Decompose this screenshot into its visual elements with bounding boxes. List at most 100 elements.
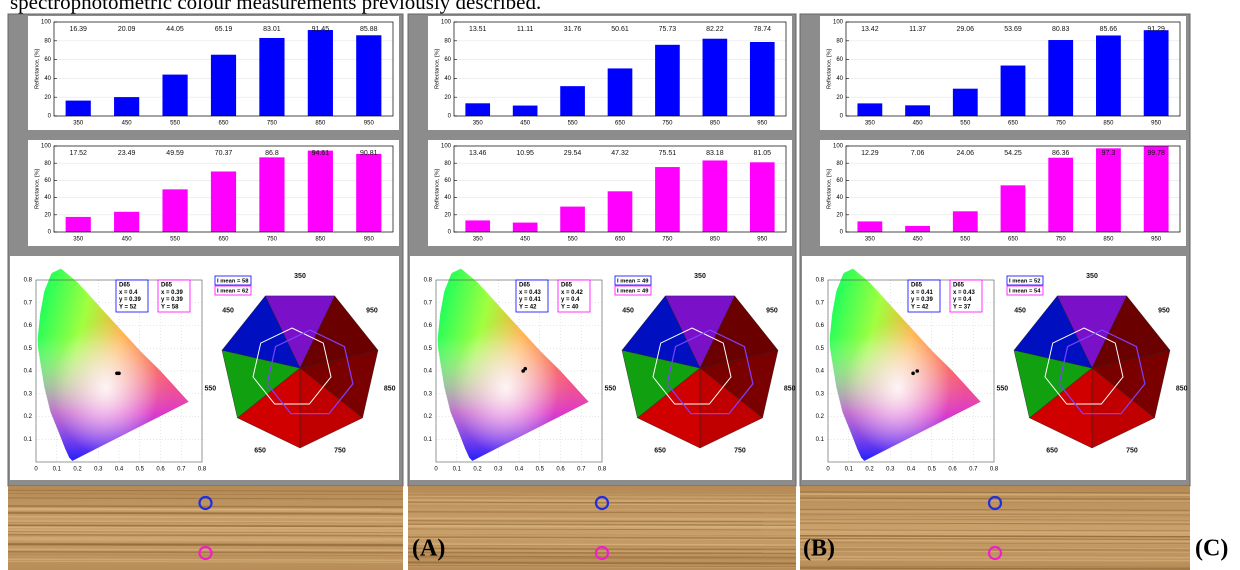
value-label: 31.76 (564, 26, 582, 33)
y-tick-label: 0.5 (24, 346, 33, 352)
value-label: 86.36 (1052, 150, 1070, 157)
wood-grain (8, 506, 403, 507)
x-tick-label: 0.8 (198, 467, 207, 473)
value-label: 11.11 (517, 26, 534, 33)
bar (162, 189, 187, 232)
value-label: 80.83 (1052, 26, 1070, 33)
bar (356, 154, 381, 232)
value-label: 83.01 (263, 26, 281, 33)
x-tick-label: 450 (122, 121, 133, 127)
value-label: 24.06 (957, 150, 975, 157)
bar (1096, 148, 1121, 232)
value-label: 7.06 (911, 150, 925, 157)
wheel-label: 850 (1176, 385, 1188, 392)
x-tick-label: 550 (960, 237, 971, 243)
value-label: 10.95 (516, 150, 534, 157)
x-tick-label: 0.2 (73, 467, 82, 473)
y-tick-label: 0.3 (424, 391, 433, 397)
wood-grain (800, 501, 1190, 502)
annotation-text: D65 (119, 283, 131, 289)
x-tick-label: 950 (757, 121, 768, 127)
x-tick-label: 0.5 (928, 467, 937, 473)
x-tick-label: 450 (520, 121, 531, 127)
annotation-text: Y = 42 (519, 304, 537, 310)
y-tick-label: 60 (444, 178, 451, 184)
x-tick-label: 850 (315, 121, 326, 127)
bar (750, 162, 775, 232)
y-tick-label: 100 (41, 20, 52, 26)
y-axis-label: Reflectance, [%] (434, 49, 440, 90)
bar (513, 106, 538, 116)
value-label: 44.05 (166, 26, 184, 33)
x-tick-label: 450 (122, 237, 133, 243)
wood-grain (408, 524, 796, 525)
bar (608, 191, 633, 232)
y-tick-label: 100 (41, 144, 52, 150)
x-tick-label: 0.2 (865, 467, 874, 473)
chromaticity-point (521, 369, 525, 373)
y-axis-label: Reflectance, [%] (826, 49, 832, 90)
annotation-text: D65 (161, 283, 173, 289)
x-tick-label: 650 (1008, 121, 1019, 127)
value-label: 29.06 (957, 26, 975, 33)
x-tick-label: 0.1 (845, 467, 854, 473)
bar (750, 42, 775, 116)
x-tick-label: 0.3 (94, 467, 103, 473)
x-tick-label: 950 (1151, 237, 1162, 243)
wood-grain (408, 537, 796, 538)
wood-grain (408, 556, 796, 557)
value-label: 75.51 (659, 150, 677, 157)
annotation-text: x = 0.42 (561, 290, 584, 296)
wheel-label: 750 (1126, 448, 1138, 455)
y-tick-label: 0.8 (816, 278, 825, 284)
x-tick-label: 850 (710, 121, 721, 127)
x-tick-label: 350 (865, 121, 876, 127)
y-tick-label: 20 (836, 212, 843, 218)
y-tick-label: 0.4 (424, 369, 433, 375)
annotation-text: Y = 37 (953, 304, 971, 310)
x-tick-label: 650 (218, 121, 229, 127)
y-axis-label: Reflectance, [%] (434, 169, 440, 210)
value-label: 94.61 (312, 150, 330, 157)
x-tick-label: 0.8 (598, 467, 607, 473)
value-label: 54.25 (1004, 150, 1022, 157)
annotation-text: Y = 42 (911, 304, 929, 310)
bar (308, 30, 333, 116)
bar (703, 39, 728, 116)
value-label: 13.42 (861, 26, 879, 33)
wheel-label: 750 (334, 448, 346, 455)
wheel-label: 550 (604, 385, 616, 392)
mean-label: I mean = 49 (617, 278, 649, 284)
wood-grain (8, 552, 403, 553)
x-tick-label: 950 (364, 237, 375, 243)
value-label: 81.05 (754, 150, 772, 157)
wheel-label: 350 (294, 273, 306, 280)
mean-label: I mean = 52 (1009, 278, 1040, 284)
y-tick-label: 60 (836, 178, 843, 184)
value-label: 85.66 (1100, 26, 1118, 33)
y-tick-label: 20 (444, 212, 451, 218)
wheel-label: 950 (366, 307, 378, 314)
wood-grain (408, 552, 796, 553)
value-label: 53.69 (1004, 26, 1022, 33)
wood-grain (408, 528, 796, 529)
annotation-text: y = 0.41 (519, 297, 542, 303)
value-label: 99.78 (1147, 150, 1165, 157)
y-tick-label: 0.1 (816, 437, 825, 443)
y-tick-label: 40 (444, 76, 451, 82)
caption: spectrophotometric colour measurements p… (10, 0, 541, 14)
wood-grain (800, 536, 1190, 537)
x-tick-label: 750 (1056, 237, 1067, 243)
value-label: 91.45 (312, 26, 330, 33)
y-tick-label: 40 (836, 76, 843, 82)
value-label: 78.74 (754, 26, 772, 33)
wheel-label: 650 (654, 448, 666, 455)
value-label: 85.88 (360, 26, 378, 33)
x-tick-label: 350 (473, 121, 484, 127)
y-tick-label: 0.8 (424, 278, 433, 284)
annotation-text: x = 0.43 (519, 290, 542, 296)
x-tick-label: 950 (1151, 121, 1162, 127)
bar (560, 86, 585, 116)
value-label: 50.61 (611, 26, 629, 33)
x-tick-label: 550 (960, 121, 971, 127)
